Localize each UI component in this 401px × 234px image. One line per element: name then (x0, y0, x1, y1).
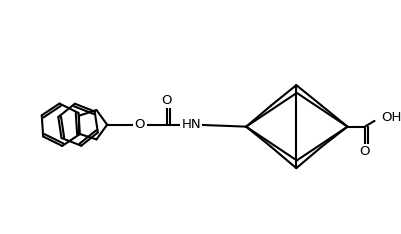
Text: OH: OH (380, 110, 401, 124)
Text: O: O (161, 94, 172, 107)
Text: HN: HN (181, 118, 200, 131)
Text: O: O (134, 118, 145, 131)
Text: O: O (359, 145, 369, 158)
